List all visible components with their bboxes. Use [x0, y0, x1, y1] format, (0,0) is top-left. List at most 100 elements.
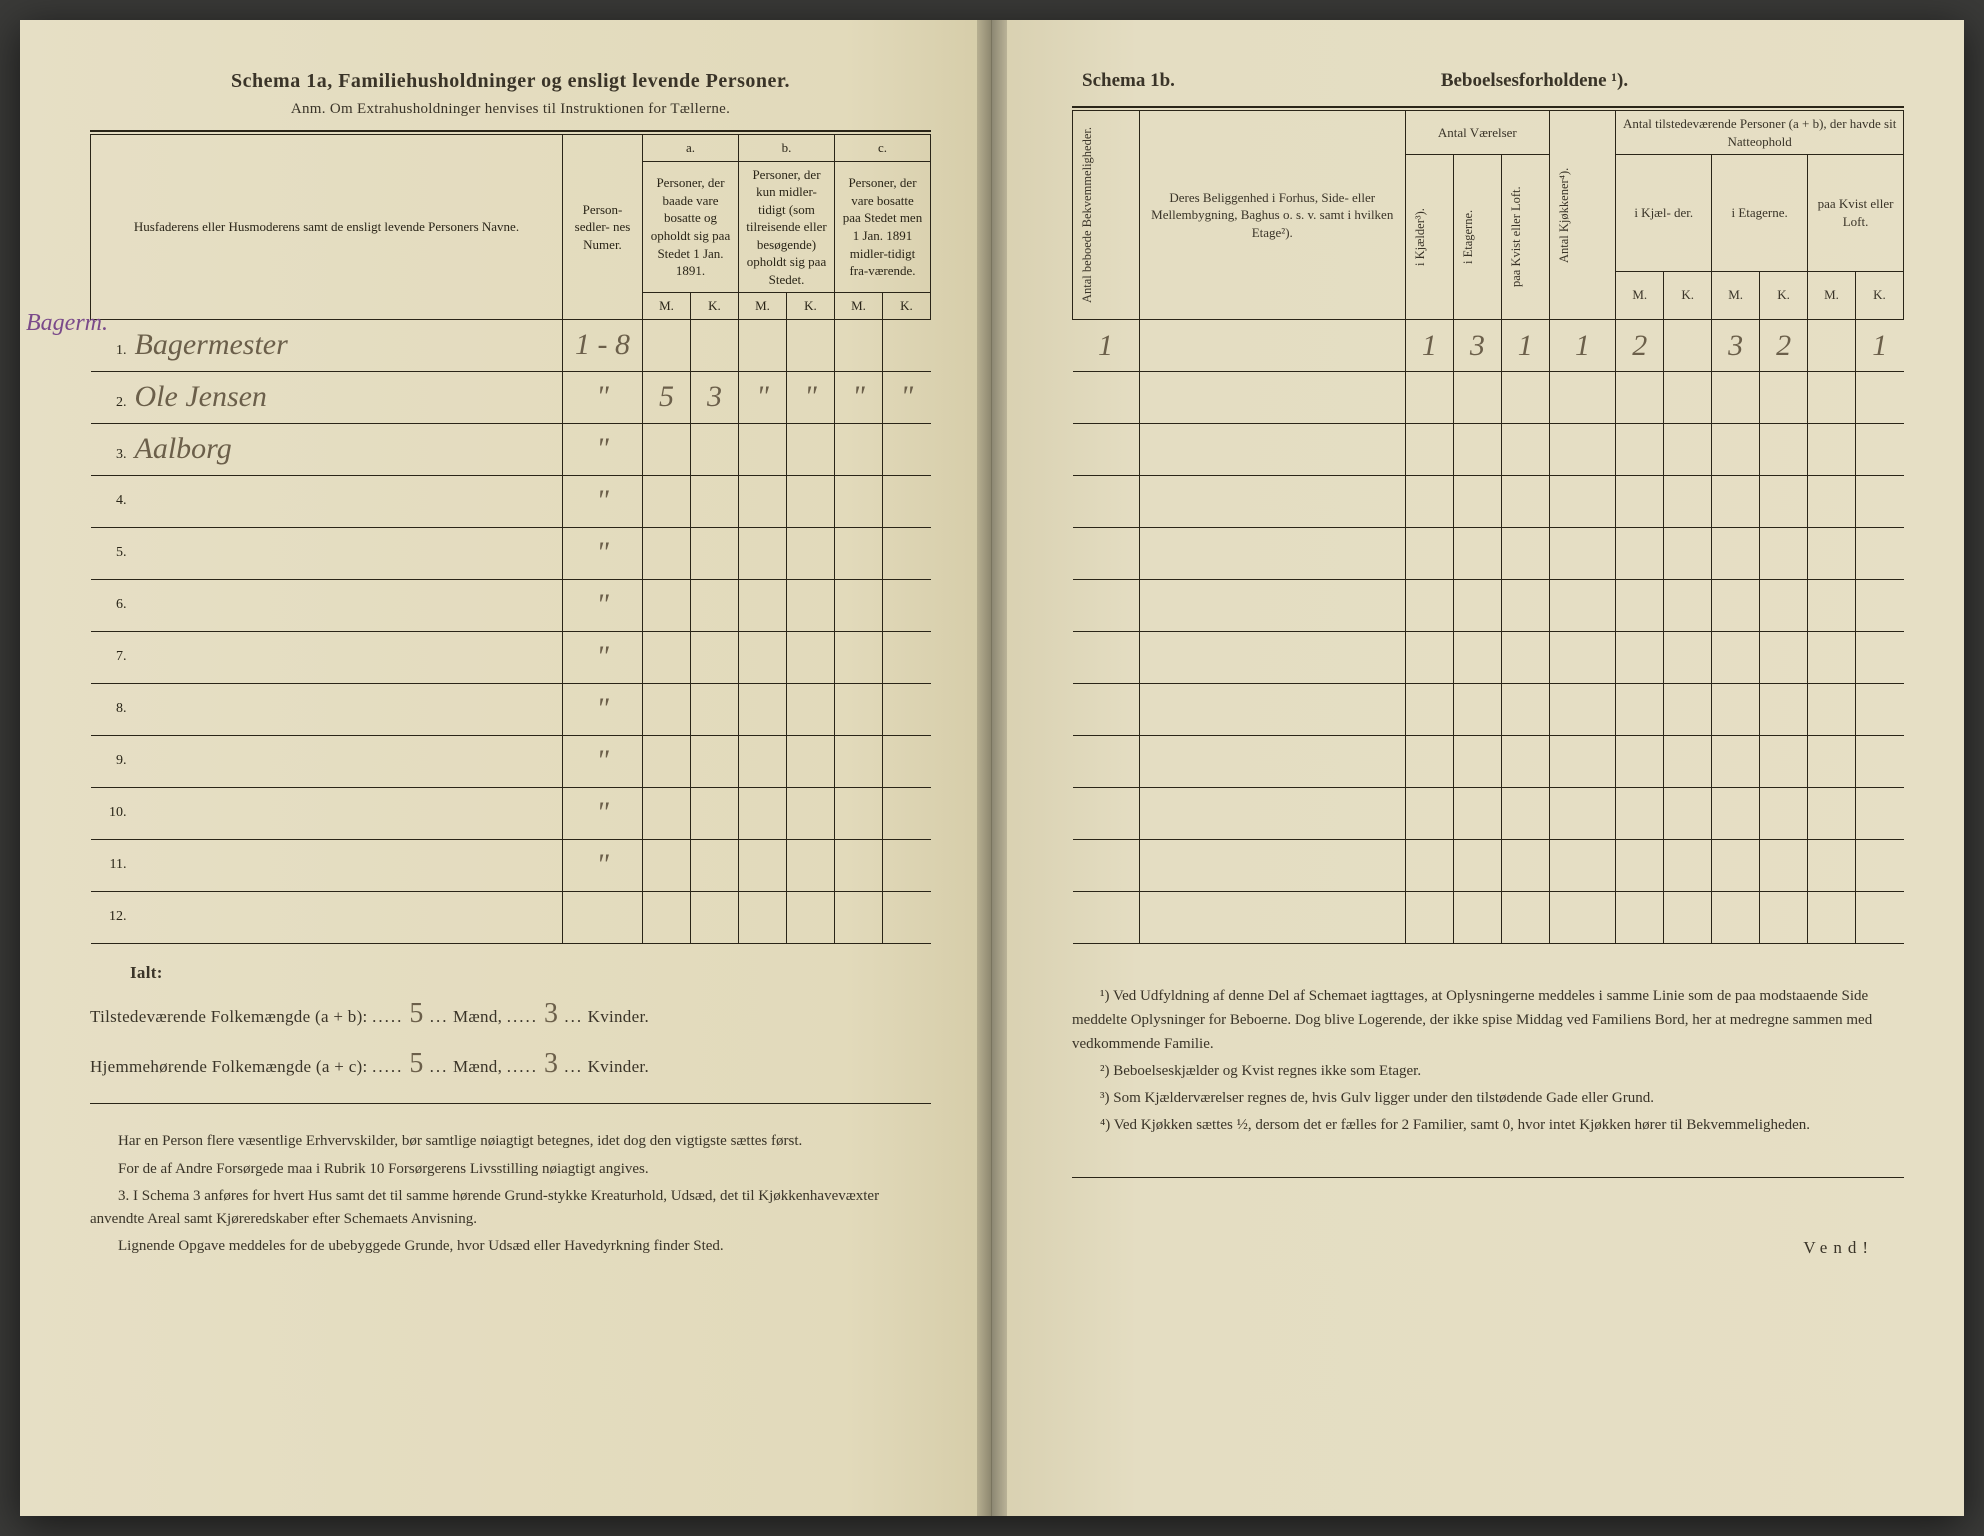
data-cell	[1139, 736, 1405, 788]
data-cell: "	[835, 371, 883, 423]
data-cell	[1139, 580, 1405, 632]
data-cell	[1760, 840, 1808, 892]
table-row	[1073, 892, 1904, 944]
hdr-aM: M.	[643, 293, 691, 320]
hdr-cM: M.	[835, 293, 883, 320]
data-cell	[787, 735, 835, 787]
data-cell: "	[563, 423, 643, 475]
data-cell	[1549, 840, 1616, 892]
data-cell	[787, 839, 835, 891]
data-cell	[1501, 528, 1549, 580]
data-cell	[1712, 892, 1760, 944]
data-cell	[1856, 840, 1904, 892]
data-cell	[1139, 840, 1405, 892]
data-cell	[787, 475, 835, 527]
data-cell	[1616, 788, 1664, 840]
hdr-a: Personer, der baade vare bosatte og opho…	[643, 161, 739, 293]
data-cell	[1405, 476, 1453, 528]
data-cell	[883, 527, 931, 579]
left-title: Schema 1a, Familiehusholdninger og ensli…	[90, 70, 931, 93]
data-cell	[691, 527, 739, 579]
hdr-kjaelder: i Kjælder³).	[1410, 177, 1430, 297]
left-subtitle: Anm. Om Extrahusholdninger henvises til …	[90, 101, 931, 118]
data-cell	[835, 475, 883, 527]
data-cell	[1549, 684, 1616, 736]
data-cell	[1664, 476, 1712, 528]
data-cell	[739, 319, 787, 371]
data-cell	[1616, 528, 1664, 580]
data-cell	[1760, 476, 1808, 528]
data-cell	[1453, 632, 1501, 684]
data-cell	[1453, 788, 1501, 840]
data-cell	[643, 735, 691, 787]
data-cell	[1616, 736, 1664, 788]
data-cell	[1664, 528, 1712, 580]
ialt-block: Ialt: Tilstedeværende Folkemængde (a + b…	[90, 958, 931, 1089]
margin-note: Bagerm.	[26, 310, 108, 337]
data-cell	[1664, 320, 1712, 372]
data-cell	[787, 579, 835, 631]
data-cell	[1549, 736, 1616, 788]
data-cell	[1139, 632, 1405, 684]
name-cell: 10.	[91, 787, 563, 839]
table-row	[1073, 840, 1904, 892]
schema-1a-table: Husfaderens eller Husmoderens samt de en…	[90, 134, 931, 944]
data-cell	[1073, 528, 1140, 580]
table-row	[1073, 424, 1904, 476]
data-cell	[835, 683, 883, 735]
data-cell	[883, 579, 931, 631]
data-cell	[1856, 580, 1904, 632]
data-cell	[835, 787, 883, 839]
table-row: 7."	[91, 631, 931, 683]
data-cell	[739, 579, 787, 631]
data-cell	[883, 683, 931, 735]
table-row: 1.Bagermester1 - 8	[91, 319, 931, 371]
data-cell	[883, 787, 931, 839]
data-cell	[1073, 424, 1140, 476]
data-cell	[1808, 840, 1856, 892]
name-cell: 7.	[91, 631, 563, 683]
data-cell	[739, 423, 787, 475]
data-cell	[883, 423, 931, 475]
data-cell	[691, 891, 739, 943]
data-cell: "	[563, 839, 643, 891]
data-cell	[787, 319, 835, 371]
data-cell	[883, 319, 931, 371]
data-cell: 1	[1405, 320, 1453, 372]
data-cell	[1453, 528, 1501, 580]
data-cell	[787, 891, 835, 943]
data-cell	[1856, 528, 1904, 580]
data-cell: 1	[1549, 320, 1616, 372]
data-cell: 1	[1073, 320, 1140, 372]
data-cell	[1549, 892, 1616, 944]
vend-label: Vend!	[1072, 1238, 1904, 1258]
hdr-b-top: b.	[739, 135, 835, 162]
data-cell	[1139, 528, 1405, 580]
data-cell	[1453, 372, 1501, 424]
data-cell	[1760, 632, 1808, 684]
data-cell	[1453, 736, 1501, 788]
data-cell	[1712, 476, 1760, 528]
data-cell	[1664, 580, 1712, 632]
name-cell: 2.Ole Jensen	[91, 371, 563, 423]
left-page: Schema 1a, Familiehusholdninger og ensli…	[20, 20, 992, 1516]
name-cell: 9.	[91, 735, 563, 787]
data-cell	[1616, 892, 1664, 944]
data-cell	[691, 839, 739, 891]
data-cell	[787, 423, 835, 475]
data-cell	[1712, 840, 1760, 892]
data-cell	[1808, 580, 1856, 632]
data-cell	[691, 319, 739, 371]
table-row	[1073, 476, 1904, 528]
rule-icon	[90, 1103, 931, 1104]
data-cell	[1073, 892, 1140, 944]
data-cell	[787, 683, 835, 735]
data-cell	[563, 891, 643, 943]
data-cell	[1453, 424, 1501, 476]
data-cell	[1073, 840, 1140, 892]
hdr-antal-bebo: Antal beboede Bekvemmeligheder.	[1077, 115, 1097, 315]
name-cell: 3.Aalborg	[91, 423, 563, 475]
data-cell	[835, 891, 883, 943]
data-cell	[1501, 632, 1549, 684]
data-cell	[1405, 580, 1453, 632]
